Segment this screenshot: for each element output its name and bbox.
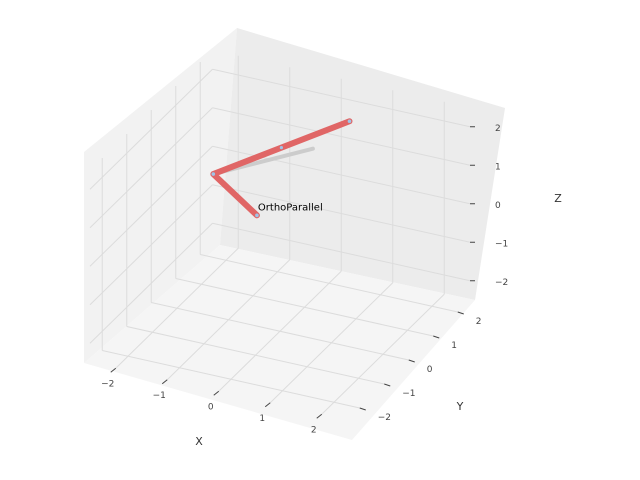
series	[210, 118, 353, 219]
x-tick-mark	[110, 367, 117, 373]
x-tick-mark	[213, 390, 220, 396]
pane-back	[220, 28, 505, 300]
x-tick-label: −2	[101, 379, 114, 389]
y-axis-label: Y	[456, 400, 464, 413]
tick-labels: −2 −1 0 1 2 −2 −1 0 1 2 −2 −1 0 1 2	[101, 124, 508, 436]
z-axis-label: Z	[554, 192, 562, 205]
z-tick-label: 2	[495, 124, 501, 134]
y-tick-label: −2	[378, 413, 391, 423]
x-tick-label: 1	[259, 414, 265, 424]
x-tick-label: 2	[311, 425, 317, 435]
joint-marker	[255, 213, 259, 218]
back-grid-z	[212, 222, 471, 282]
y-tick-mark	[457, 311, 464, 315]
floor-grid-y	[126, 326, 385, 385]
left-grid-z	[89, 68, 213, 190]
left-grid-z	[89, 145, 213, 267]
y-tick-mark	[408, 359, 415, 363]
z-tick-label: 0	[495, 201, 501, 211]
z-tick-label: 1	[495, 162, 501, 172]
joint-marker	[211, 172, 216, 176]
z-tick-label: −2	[495, 278, 508, 288]
gridlines	[89, 55, 471, 415]
back-grid-z	[212, 184, 471, 243]
x-tick-label: 0	[208, 402, 214, 412]
floor-grid-y	[200, 254, 458, 313]
x-tick-mark	[264, 402, 271, 408]
floor-grid-y	[175, 278, 434, 337]
floor-grid-y	[102, 350, 360, 409]
y-tick-label: 0	[427, 365, 433, 375]
annotation-label: OrthoParallel	[258, 202, 323, 213]
back-grid-z	[212, 68, 471, 128]
y-tick-mark	[433, 335, 440, 339]
pane-left	[84, 28, 237, 363]
left-grid-z	[89, 222, 213, 344]
y-tick-label: −1	[402, 389, 415, 399]
z-tick-label: −1	[495, 239, 508, 249]
x-tick-mark	[316, 413, 323, 419]
left-grid-z	[89, 184, 213, 306]
y-tick-mark	[384, 383, 391, 387]
x-axis-label: X	[195, 435, 203, 448]
back-grid-z	[212, 107, 471, 166]
x-tick-label: −1	[153, 391, 166, 401]
joint-marker	[279, 146, 283, 150]
x-tick-mark	[161, 379, 168, 385]
annotations: OrthoParallel	[258, 202, 323, 213]
joint-marker	[347, 119, 352, 124]
y-tick-mark	[359, 407, 366, 411]
y-tick-label: 2	[476, 317, 482, 327]
left-grid-z	[89, 107, 213, 229]
y-tick-label: 1	[451, 341, 457, 351]
floor-grid-y	[151, 302, 409, 361]
